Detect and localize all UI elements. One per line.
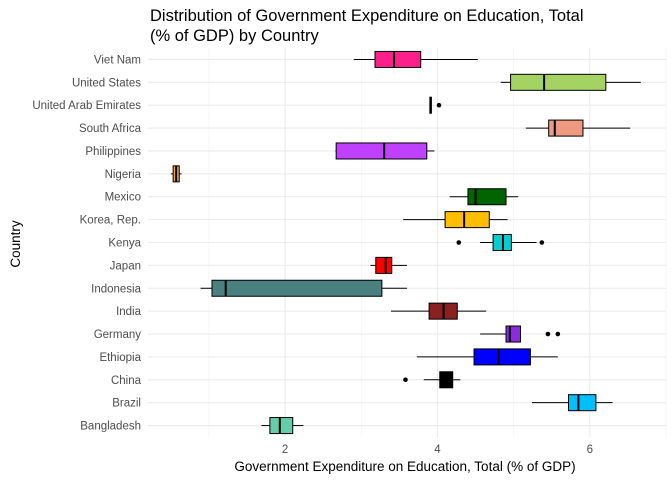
outlier-point	[539, 240, 545, 245]
x-axis-label: Government Expenditure on Education, Tot…	[234, 459, 575, 474]
box-bangladesh	[261, 417, 304, 435]
y-tick-label: Germany	[94, 329, 142, 341]
outlier-point	[403, 377, 408, 383]
y-tick-label: Kenya	[108, 238, 141, 250]
box-brazil	[531, 394, 613, 412]
y-tick-label: Korea, Rep.	[80, 215, 141, 227]
label-layer: 2 4 6 Viet Nam United States United Arab Emir…	[32, 54, 593, 456]
iqr-box	[375, 256, 393, 274]
iqr-box	[505, 325, 522, 343]
iqr-box	[567, 394, 597, 412]
iqr-box	[467, 188, 507, 206]
box-germany	[480, 325, 561, 343]
box-south-africa	[525, 119, 631, 137]
box-united-states	[500, 73, 641, 91]
iqr-box	[335, 142, 428, 160]
iqr-box	[548, 119, 584, 137]
y-axis-label: Country	[8, 220, 23, 268]
outlier-point	[555, 331, 561, 337]
iqr-box	[374, 50, 422, 68]
box-viet-nam	[353, 50, 478, 68]
y-tick-label: Brazil	[112, 398, 141, 410]
y-tick-label: South Africa	[79, 123, 142, 135]
box-kenya	[456, 233, 545, 252]
iqr-box	[510, 73, 607, 91]
box-korea-rep-	[403, 211, 508, 229]
box-india	[391, 302, 487, 320]
y-tick-label: India	[116, 306, 142, 318]
iqr-box	[444, 211, 490, 229]
iqr-box	[269, 417, 294, 435]
y-tick-label: Ethiopia	[99, 352, 141, 364]
box-layer	[170, 50, 641, 435]
y-tick-label: Philippines	[85, 146, 141, 158]
y-tick-label: Nigeria	[105, 169, 142, 181]
y-tick-label: Indonesia	[91, 283, 141, 295]
x-tick-label: 4	[434, 444, 441, 456]
y-tick-label: Bangladesh	[80, 421, 141, 433]
box-philippines	[335, 142, 435, 160]
y-tick-label: Japan	[110, 260, 141, 272]
outlier-point	[545, 331, 551, 337]
chart-title-line-1: Distribution of Government Expenditure o…	[150, 7, 584, 25]
box-mexico	[449, 188, 519, 206]
box-indonesia	[200, 279, 407, 297]
box-ethiopia	[416, 348, 558, 366]
iqr-box	[473, 348, 531, 366]
x-tick-label: 2	[282, 444, 288, 456]
chart-title-line-2: (% of GDP) by Country	[150, 27, 319, 45]
y-tick-label: United States	[72, 77, 141, 89]
y-tick-label: China	[111, 375, 142, 387]
box-united-arab-emirates	[429, 96, 442, 114]
y-tick-label: United Arab Emirates	[32, 100, 141, 112]
iqr-box	[211, 279, 383, 297]
outlier-point	[456, 240, 462, 245]
x-tick-label: 6	[587, 444, 593, 456]
box-nigeria	[170, 165, 182, 183]
y-tick-label: Mexico	[105, 192, 141, 204]
box-china	[403, 371, 461, 389]
outlier-point	[436, 102, 442, 108]
chart-title: Distribution of Government Expenditure o…	[150, 6, 584, 46]
box-japan	[370, 256, 407, 274]
y-tick-label: Viet Nam	[94, 54, 141, 66]
